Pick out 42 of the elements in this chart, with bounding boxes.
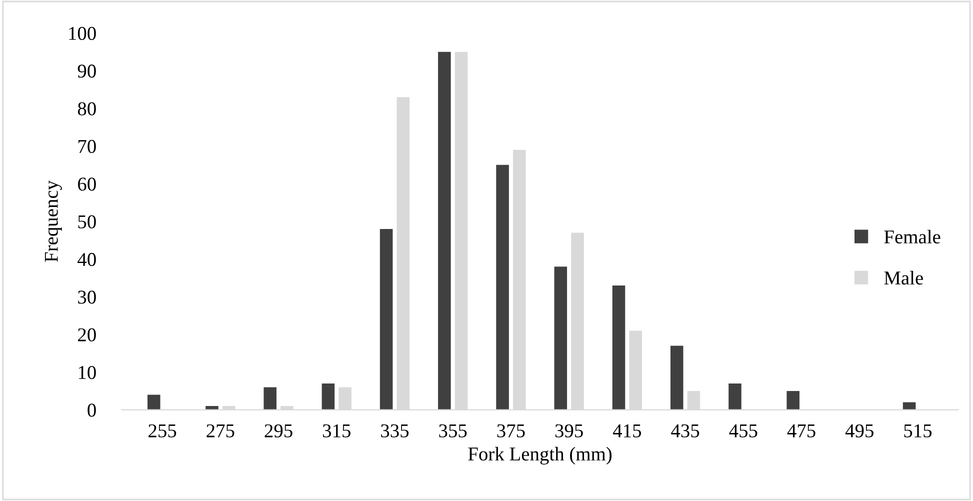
bar — [902, 402, 916, 410]
x-tick-label: 295 — [264, 424, 292, 438]
bar — [380, 228, 393, 410]
x-tick-label: 495 — [845, 424, 874, 438]
y-tick-label: 70 — [78, 140, 96, 154]
y-tick-label: 0 — [88, 404, 96, 417]
bar — [438, 52, 451, 410]
x-tick-label: 255 — [148, 424, 176, 438]
y-axis-title: Frequency — [44, 180, 62, 262]
x-tick-label: 335 — [381, 424, 409, 438]
y-tick-label: 50 — [78, 215, 96, 228]
bar — [554, 266, 568, 410]
bar — [612, 285, 626, 410]
x-tick-label: 455 — [729, 424, 758, 438]
x-tick-label: 515 — [904, 424, 932, 438]
bar — [786, 390, 800, 410]
bar — [670, 346, 684, 410]
x-tick-label: 355 — [439, 424, 467, 438]
x-tick-label: 315 — [322, 424, 350, 438]
x-axis-title: Fork Length (mm) — [468, 446, 612, 465]
y-tick-label: 90 — [78, 64, 96, 78]
y-tick-label: 40 — [78, 252, 96, 266]
y-tick-label: 100 — [69, 26, 96, 40]
y-tick-label: 10 — [78, 366, 96, 380]
bar — [206, 406, 218, 410]
x-tick-label: 435 — [671, 424, 700, 438]
x-tick-label: 395 — [555, 424, 583, 438]
x-tick-label: 275 — [206, 424, 234, 438]
legend-label: Male — [884, 270, 923, 285]
x-tick-label: 375 — [497, 424, 525, 438]
y-tick-label: 60 — [78, 178, 96, 191]
x-tick-label: 415 — [612, 424, 642, 438]
x-tick-label: 475 — [787, 424, 816, 438]
y-tick-label: 20 — [78, 328, 96, 342]
bar — [496, 164, 509, 410]
legend-label: Female — [884, 230, 940, 244]
y-tick-label: 30 — [78, 290, 96, 304]
bar — [147, 394, 160, 410]
bar — [728, 383, 742, 410]
y-tick-label: 80 — [78, 102, 96, 116]
bar — [322, 383, 335, 410]
bar — [264, 387, 276, 410]
